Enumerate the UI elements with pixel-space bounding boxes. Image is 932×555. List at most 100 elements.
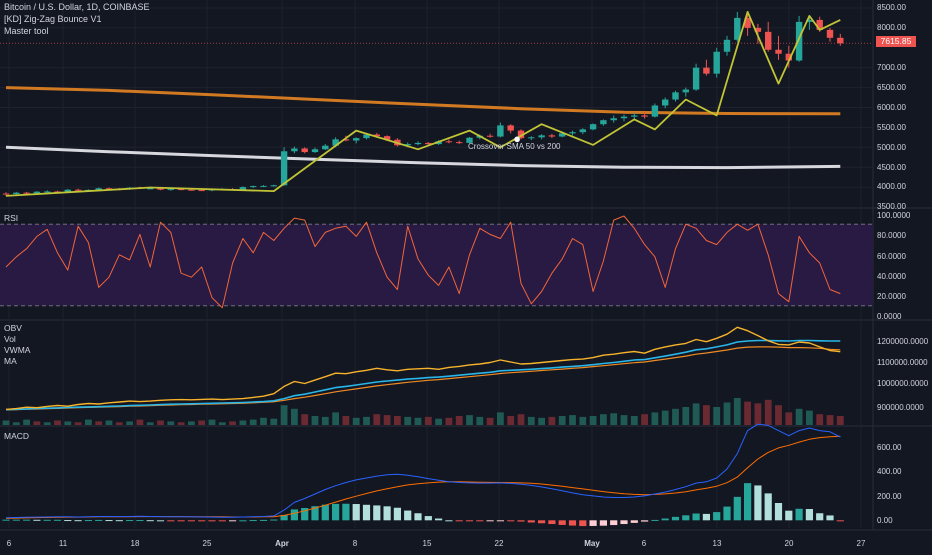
macd-histogram-bar xyxy=(661,518,669,521)
macd-histogram-bar xyxy=(744,483,752,521)
time-tick-label: 15 xyxy=(422,539,432,548)
vwma-line xyxy=(5,339,841,411)
price-tick-label: 5500.00 xyxy=(877,123,906,132)
time-tick-label: 25 xyxy=(202,539,212,548)
obv-pane-label[interactable]: OBV xyxy=(4,323,22,333)
rsi-tick-label: 100.0000 xyxy=(877,211,911,220)
macd-histogram-bar xyxy=(229,520,237,522)
macd-histogram-bar xyxy=(23,519,31,521)
macd-tick-label: 400.00 xyxy=(877,467,902,476)
candle-body xyxy=(589,124,597,130)
volume-bar xyxy=(455,416,463,425)
macd-histogram-bar xyxy=(517,520,525,522)
candle-body xyxy=(404,144,411,146)
volume-bar xyxy=(764,399,772,425)
macd-histogram-bar xyxy=(476,520,484,522)
volume-bar xyxy=(672,408,679,425)
candle-body xyxy=(610,118,617,121)
macd-histogram-bar xyxy=(393,507,401,521)
macd-histogram-bar xyxy=(177,520,185,522)
macd-histogram-bar xyxy=(568,520,577,526)
macd-histogram-bar xyxy=(641,520,649,522)
candle-body xyxy=(322,145,329,150)
volume-bar xyxy=(126,421,133,425)
crossover-marker xyxy=(514,136,520,143)
volume-bar xyxy=(733,398,741,425)
macd-pane-label[interactable]: MACD xyxy=(4,431,30,441)
macd-histogram-bar xyxy=(198,520,206,522)
volume-bar xyxy=(85,419,92,425)
time-tick-label: 22 xyxy=(494,539,504,548)
vwma-pane-label[interactable]: VWMA xyxy=(4,345,31,355)
macd-histogram-bar xyxy=(187,520,195,522)
macd-histogram-bar xyxy=(496,520,504,522)
macd-histogram-bar xyxy=(280,514,288,521)
price-tick-label: 6000.00 xyxy=(877,103,906,112)
candle-body xyxy=(795,21,803,61)
macd-histogram-bar xyxy=(126,520,134,522)
volume-bar xyxy=(826,415,834,425)
candle-body xyxy=(414,142,422,145)
macd-histogram-bar xyxy=(713,512,721,521)
volume-bar xyxy=(589,416,597,425)
macd-histogram-bar xyxy=(146,520,154,522)
volume-bar xyxy=(806,410,813,425)
macd-histogram-bar xyxy=(610,520,618,526)
macd-histogram-bar xyxy=(538,520,546,524)
candle-body xyxy=(239,187,247,190)
volume-bar xyxy=(445,417,453,425)
candle-body xyxy=(486,135,494,137)
candle-body xyxy=(497,125,504,137)
price-tick-label: 8000.00 xyxy=(877,23,906,32)
volume-bar xyxy=(12,422,20,425)
candle-body xyxy=(651,105,659,117)
candle-body xyxy=(383,136,391,140)
obv-line xyxy=(5,326,841,411)
macd-histogram-bar xyxy=(733,496,741,521)
sma200-line xyxy=(5,145,841,170)
time-tick-label: 18 xyxy=(130,539,140,548)
macd-histogram-bar xyxy=(342,503,350,521)
macd-histogram-bar xyxy=(156,520,165,522)
volume-bar xyxy=(239,420,247,425)
macd-histogram-bar xyxy=(682,515,690,521)
master-tool-label[interactable]: Master tool xyxy=(4,26,49,36)
volume-bar xyxy=(600,414,607,425)
candle-body xyxy=(744,17,751,28)
macd-histogram-bar xyxy=(486,520,494,522)
macd-histogram-bar xyxy=(507,520,515,522)
macd-histogram-bar xyxy=(702,513,710,521)
candle-body xyxy=(559,133,566,137)
volume-bar xyxy=(486,417,494,425)
macd-histogram-bar xyxy=(620,520,628,525)
rsi-pane-label[interactable]: RSI xyxy=(4,213,19,223)
obv-tick-label: 900000.0000 xyxy=(877,403,924,412)
candle-body xyxy=(342,139,350,141)
vol-pane-label[interactable]: Vol xyxy=(4,334,16,344)
time-tick-label: 6 xyxy=(641,539,647,548)
candle-body xyxy=(631,115,638,117)
candle-body xyxy=(641,115,648,117)
candle-body xyxy=(826,29,834,38)
price-tick-label: 8500.00 xyxy=(877,3,906,12)
volume-bar xyxy=(2,420,10,425)
macd-histogram-bar xyxy=(465,520,474,522)
macd-histogram-bar xyxy=(84,520,92,522)
macd-histogram-bar xyxy=(671,516,680,521)
macd-histogram-bar xyxy=(352,504,360,521)
zigzag-indicator-label[interactable]: [KD] Zig-Zag Bounce V1 xyxy=(4,14,102,24)
volume-bar xyxy=(466,415,473,425)
volume-bar xyxy=(270,418,278,425)
candle-body xyxy=(517,130,525,139)
ma-pane-label[interactable]: MA xyxy=(4,356,17,366)
macd-histogram-bar xyxy=(332,503,340,521)
macd-histogram-bar xyxy=(589,520,597,526)
volume-bar xyxy=(713,407,721,425)
candle-body xyxy=(64,189,71,193)
macd-histogram-bar xyxy=(424,516,432,521)
candle-body xyxy=(291,148,298,152)
volume-bar xyxy=(795,408,803,425)
price-tick-label: 7000.00 xyxy=(877,63,906,72)
candle-body xyxy=(672,92,679,100)
